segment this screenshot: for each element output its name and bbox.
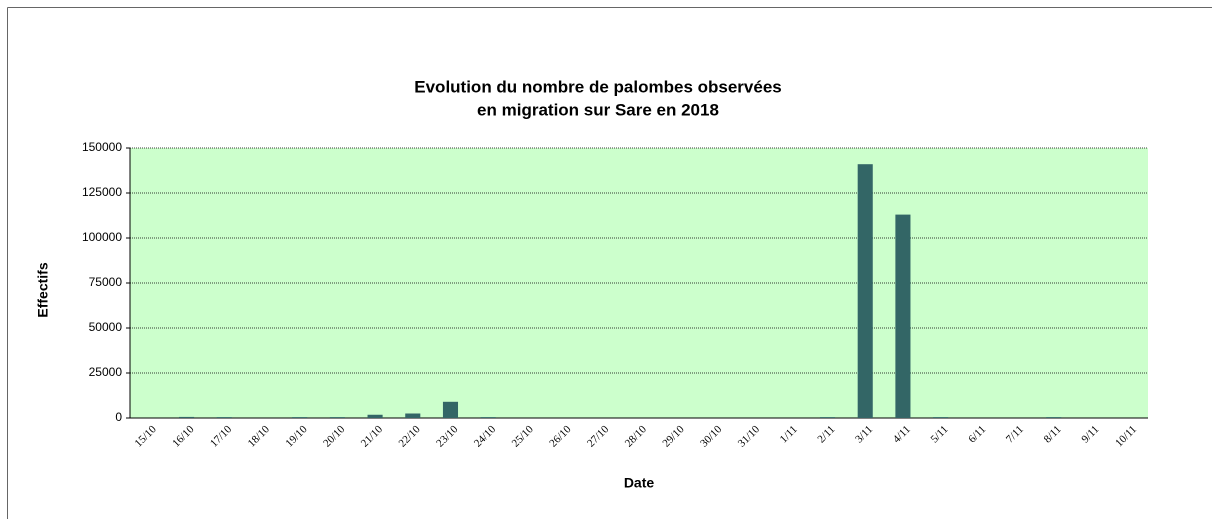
x-tick-label: 9/11 xyxy=(1079,423,1101,445)
x-tick-label: 4/11 xyxy=(891,423,913,445)
x-tick-label: 29/10 xyxy=(660,423,687,450)
bar xyxy=(442,401,459,418)
x-tick-label: 3/11 xyxy=(853,423,875,445)
x-tick-label: 16/10 xyxy=(170,423,197,450)
bar xyxy=(819,417,836,418)
x-tick-label: 25/10 xyxy=(510,423,537,450)
bar xyxy=(367,414,383,418)
x-tick-label: 31/10 xyxy=(736,423,763,450)
bar xyxy=(216,417,232,418)
bar xyxy=(1046,417,1062,418)
bar xyxy=(405,413,421,418)
x-tick-label: 5/11 xyxy=(929,423,951,445)
x-tick-label: 8/11 xyxy=(1042,423,1064,445)
x-tick-label: 1/11 xyxy=(778,423,800,445)
x-tick-label: 30/10 xyxy=(698,423,725,450)
x-tick-label: 22/10 xyxy=(396,423,423,450)
x-tick-label: 27/10 xyxy=(585,423,612,450)
bar xyxy=(329,417,345,418)
y-tick-label: 150000 xyxy=(82,140,122,154)
bar xyxy=(179,416,195,418)
bar xyxy=(933,417,949,418)
x-tick-label: 2/11 xyxy=(815,423,837,445)
chart-title: Evolution du nombre de palombes observée… xyxy=(414,77,781,96)
x-tick-label: 24/10 xyxy=(472,423,499,450)
x-axis-title: Date xyxy=(624,475,655,491)
x-tick-label: 26/10 xyxy=(547,423,574,450)
x-tick-label: 23/10 xyxy=(434,423,461,450)
x-tick-label: 7/11 xyxy=(1004,423,1026,445)
y-tick-label: 25000 xyxy=(89,365,123,379)
x-tick-label: 28/10 xyxy=(623,423,650,450)
y-tick-label: 125000 xyxy=(82,185,122,199)
y-axis-title: Effectifs xyxy=(35,262,51,317)
x-tick-label: 19/10 xyxy=(283,423,310,450)
bar xyxy=(857,164,873,418)
y-tick-label: 50000 xyxy=(89,320,123,334)
x-tick-label: 20/10 xyxy=(321,423,348,450)
x-tick-label: 21/10 xyxy=(359,423,386,450)
y-tick-label: 0 xyxy=(115,410,122,424)
chart-title: en migration sur Sare en 2018 xyxy=(477,100,719,119)
bar xyxy=(480,417,496,418)
x-tick-label: 6/11 xyxy=(966,423,988,445)
bar xyxy=(292,417,308,418)
x-tick-label: 17/10 xyxy=(208,423,235,450)
x-tick-label: 10/11 xyxy=(1113,423,1139,449)
x-tick-label: 15/10 xyxy=(133,423,160,450)
y-tick-label: 100000 xyxy=(82,230,122,244)
bar xyxy=(895,214,911,418)
x-tick-label: 18/10 xyxy=(246,423,273,450)
y-tick-label: 75000 xyxy=(89,275,123,289)
